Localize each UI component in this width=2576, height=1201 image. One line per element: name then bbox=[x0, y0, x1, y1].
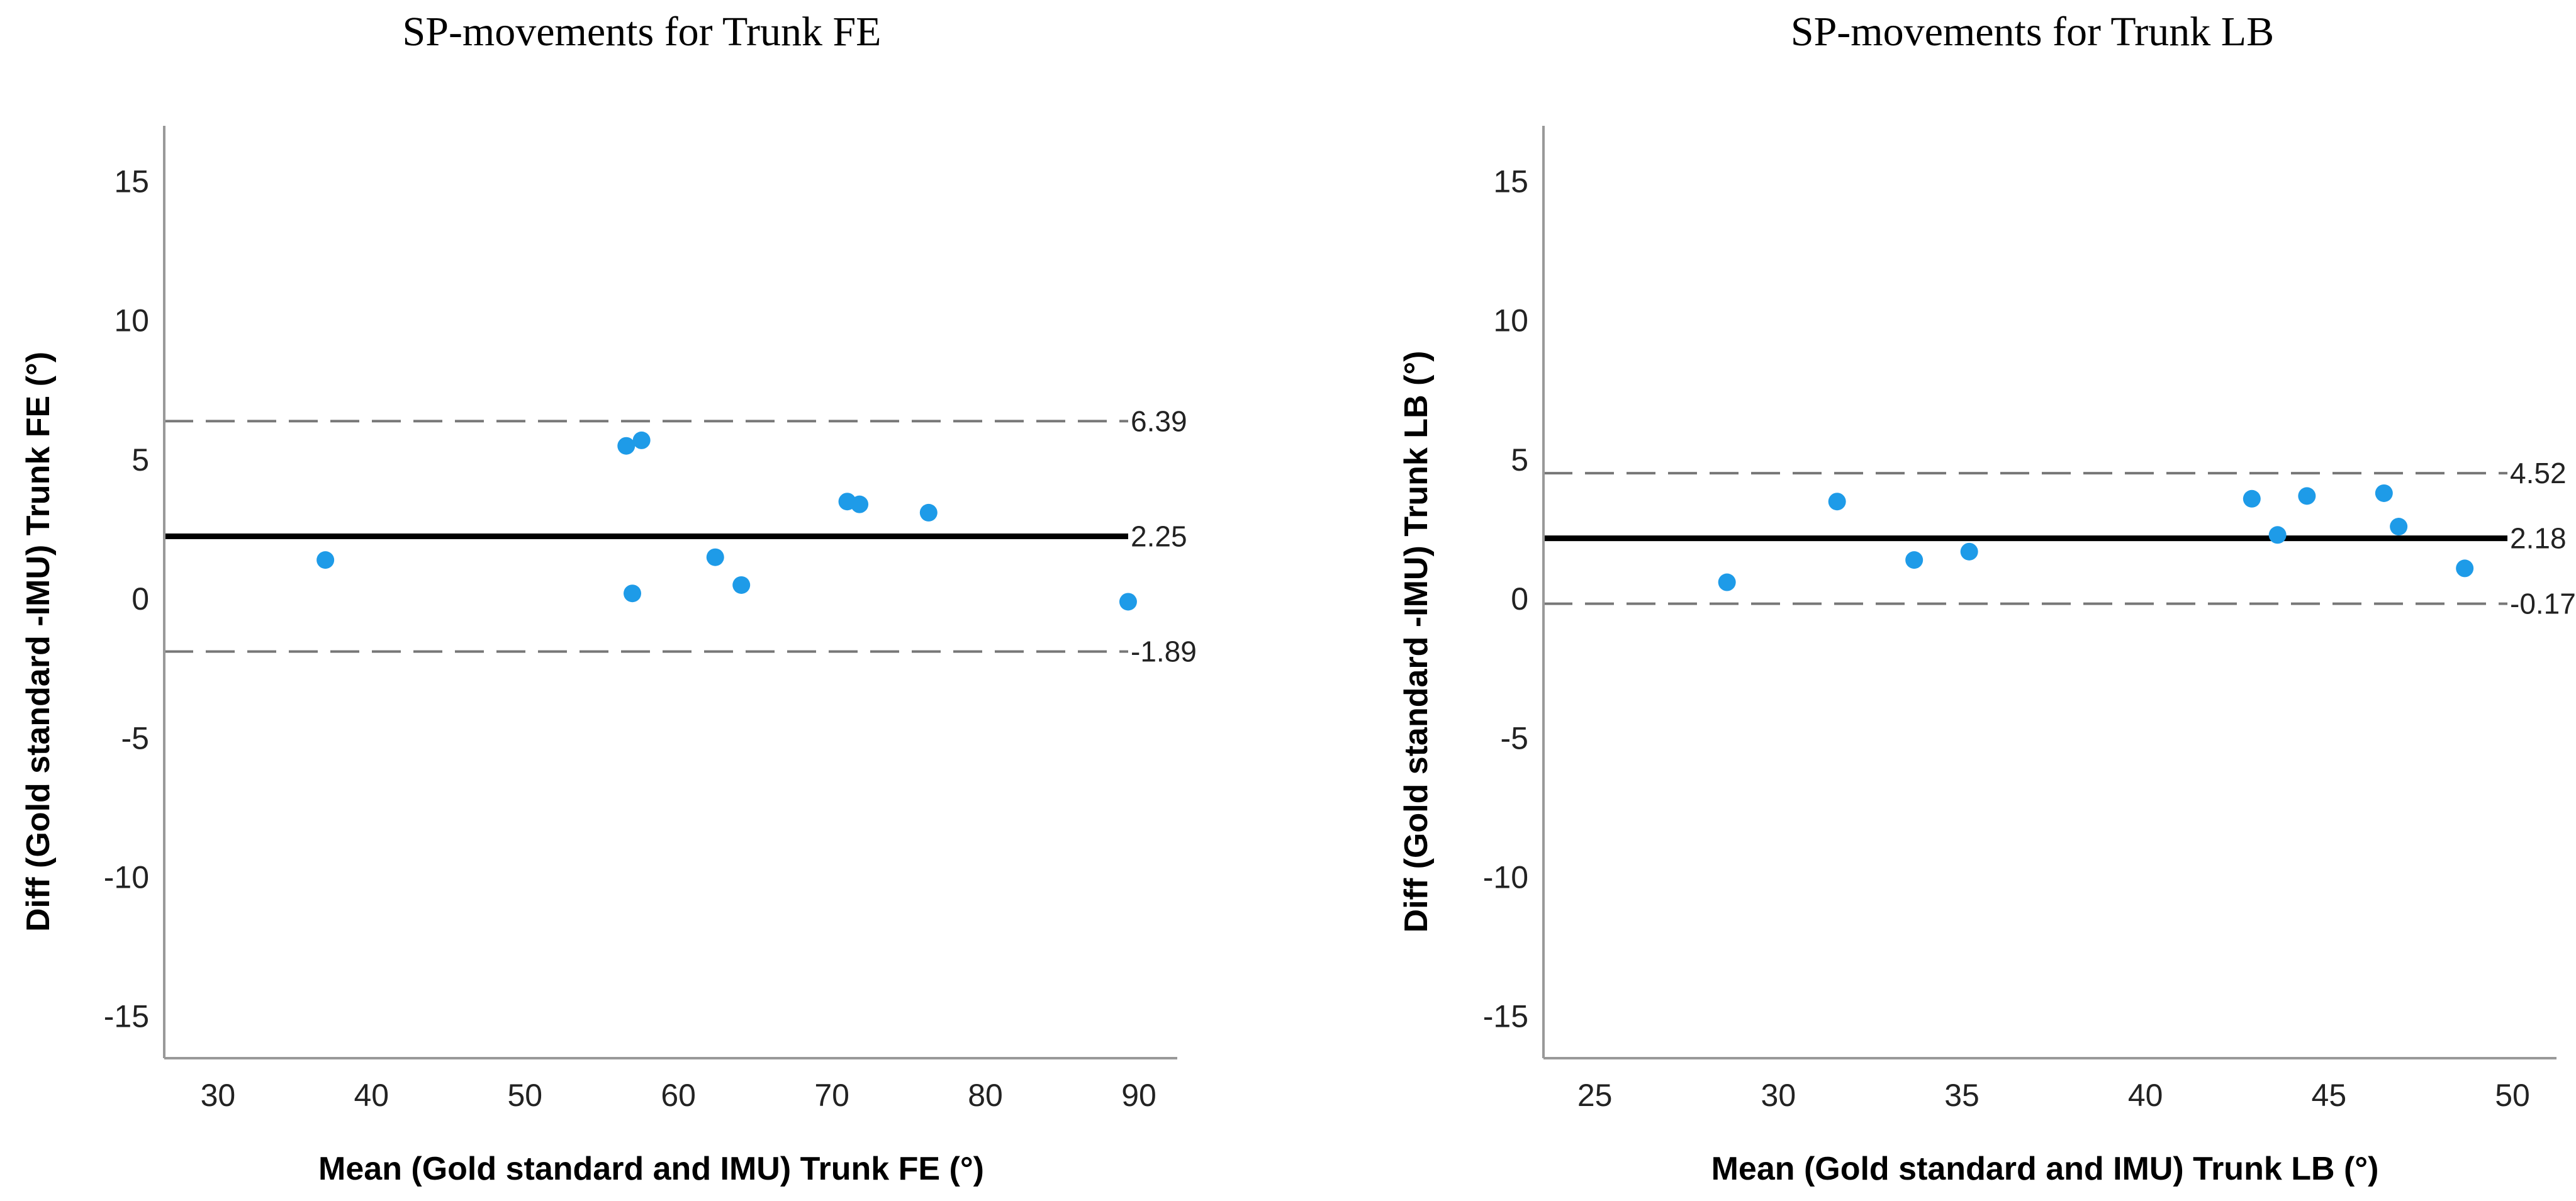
data-points bbox=[316, 431, 1137, 611]
reference-lines: 6.39 2.25 -1.89 bbox=[164, 405, 1197, 668]
reference-label-mean-difference: 2.25 bbox=[1131, 520, 1187, 553]
chart-panel-trunk-lb: SP-movements for Trunk LB Mean (Gold sta… bbox=[1398, 9, 2576, 1187]
x-tick-label: 60 bbox=[661, 1078, 696, 1113]
x-tick-label: 25 bbox=[1577, 1078, 1613, 1113]
y-tick-label: 10 bbox=[1493, 303, 1528, 338]
y-tick-label: -5 bbox=[1501, 720, 1528, 756]
data-point bbox=[316, 551, 335, 569]
data-point bbox=[2298, 487, 2316, 505]
data-point bbox=[624, 584, 642, 603]
data-point bbox=[851, 495, 869, 513]
data-point bbox=[632, 431, 651, 449]
data-point bbox=[1718, 573, 1736, 591]
data-point bbox=[617, 437, 636, 455]
data-points bbox=[1718, 484, 2474, 591]
x-tick-label: 50 bbox=[2495, 1078, 2530, 1113]
y-tick-label: 5 bbox=[132, 442, 149, 478]
y-tick-label: -15 bbox=[1483, 999, 1528, 1034]
x-tick-label: 35 bbox=[1944, 1078, 1980, 1113]
y-tick-label: 5 bbox=[1511, 442, 1528, 478]
reference-label-upper-limit: 6.39 bbox=[1131, 405, 1187, 437]
x-tick-label: 30 bbox=[1761, 1078, 1796, 1113]
x-axis-label: Mean (Gold standard and IMU) Trunk FE (°… bbox=[318, 1151, 984, 1187]
x-tick-label: 40 bbox=[354, 1078, 389, 1113]
y-tick-label: 0 bbox=[132, 581, 149, 617]
reference-label-upper-limit: 4.52 bbox=[2510, 457, 2567, 489]
axes bbox=[163, 126, 1177, 1059]
x-axis-label: Mean (Gold standard and IMU) Trunk LB (°… bbox=[1711, 1151, 2379, 1187]
y-tick-label: 0 bbox=[1511, 581, 1528, 617]
data-point bbox=[2268, 526, 2287, 544]
data-point bbox=[1119, 593, 1137, 611]
y-axis-label: Diff (Gold standard -IMU) Trunk FE (°) bbox=[20, 352, 57, 932]
y-axis-label: Diff (Gold standard -IMU) Trunk LB (°) bbox=[1398, 351, 1435, 933]
y-tick-label: -10 bbox=[104, 859, 149, 895]
y-tick-label: 15 bbox=[114, 164, 149, 199]
y-tick-label: -10 bbox=[1483, 859, 1528, 895]
y-tick-label: -5 bbox=[121, 720, 149, 756]
y-tick-label: 10 bbox=[114, 303, 149, 338]
data-point bbox=[919, 503, 938, 522]
data-point bbox=[732, 576, 751, 594]
chart-panel-trunk-fe: SP-movements for Trunk FE Mean (Gold sta… bbox=[20, 9, 1197, 1187]
axes bbox=[1542, 126, 2556, 1059]
y-tick-label: -15 bbox=[104, 999, 149, 1034]
x-tick-label: 30 bbox=[201, 1078, 236, 1113]
data-point bbox=[1905, 551, 1924, 569]
x-tick-label: 70 bbox=[814, 1078, 849, 1113]
x-tick-label: 40 bbox=[2128, 1078, 2163, 1113]
data-point bbox=[1960, 542, 1978, 561]
x-tick-label: 45 bbox=[2312, 1078, 2347, 1113]
data-point bbox=[2390, 518, 2408, 536]
chart-title: SP-movements for Trunk LB bbox=[1791, 9, 2274, 55]
reference-lines: 4.52 2.18 -0.17 bbox=[1543, 457, 2576, 620]
x-tick-label: 50 bbox=[507, 1078, 542, 1113]
data-point bbox=[706, 548, 724, 566]
y-tick-label: 15 bbox=[1493, 164, 1528, 199]
x-tick-label: 80 bbox=[968, 1078, 1003, 1113]
x-tick-label: 90 bbox=[1121, 1078, 1156, 1113]
chart-title: SP-movements for Trunk FE bbox=[403, 9, 882, 55]
reference-label-lower-limit: -1.89 bbox=[1131, 635, 1197, 668]
reference-label-lower-limit: -0.17 bbox=[2510, 588, 2576, 620]
data-point bbox=[1828, 493, 1846, 511]
data-point bbox=[2243, 489, 2261, 508]
reference-label-mean-difference: 2.18 bbox=[2510, 522, 2567, 555]
data-point bbox=[2375, 484, 2393, 502]
data-point bbox=[2456, 559, 2474, 578]
